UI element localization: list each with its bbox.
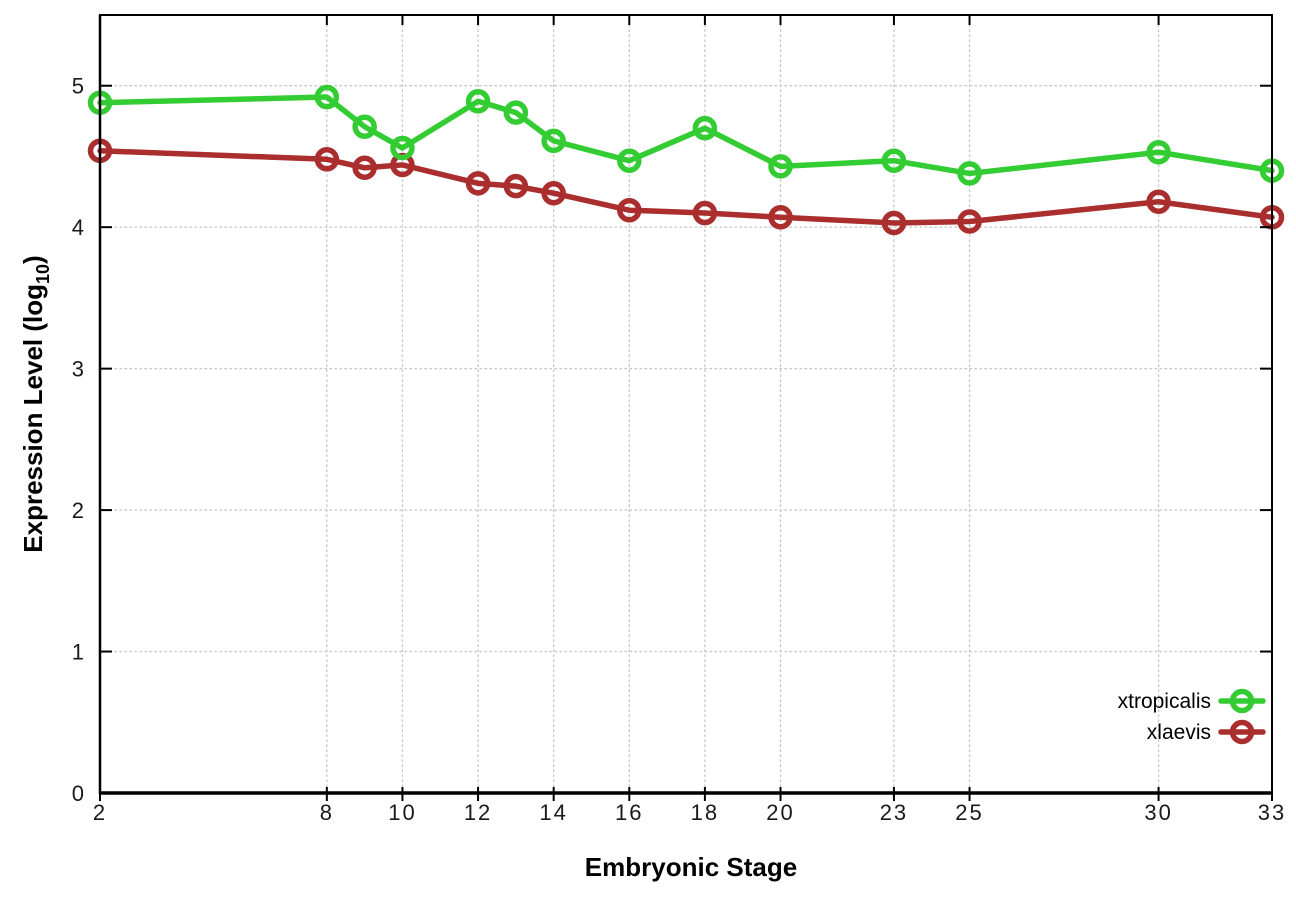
- data-point-xlaevis-13: [503, 173, 529, 199]
- legend: xtropicalis xlaevis: [1118, 688, 1266, 745]
- data-point-xlaevis-20: [768, 205, 793, 230]
- legend-marker-xtropicalis: [1229, 688, 1255, 714]
- y-tick-label: 4: [72, 215, 86, 240]
- x-tick-label: 14: [539, 800, 567, 825]
- x-tick-label: 25: [955, 800, 983, 825]
- y-axis-title: Expression Level (log10): [18, 255, 53, 552]
- data-point-xtropicalis-30: [1146, 139, 1171, 165]
- x-tick-label: 16: [615, 800, 643, 825]
- x-tick-label: 2: [93, 800, 107, 825]
- x-tick-label: 30: [1144, 800, 1172, 825]
- x-tick-label: 33: [1258, 800, 1286, 825]
- data-point-xtropicalis-14: [541, 128, 566, 154]
- series-line-xtropicalis: [97, 94, 1275, 177]
- legend-label-xtropicalis: xtropicalis: [1118, 690, 1211, 713]
- x-tick-label: 12: [464, 800, 492, 825]
- data-point-xtropicalis-16: [617, 148, 642, 173]
- grid-layer: [99, 14, 1273, 794]
- data-point-xlaevis-30: [1146, 189, 1171, 214]
- data-point-xtropicalis-9: [352, 114, 377, 139]
- y-tick-label: 5: [72, 74, 86, 99]
- axis-layer: [98, 14, 1273, 801]
- data-point-xlaevis-14: [541, 180, 566, 206]
- data-point-xlaevis-16: [617, 197, 642, 223]
- x-tick-label: 20: [766, 800, 794, 825]
- x-axis-title: Embryonic Stage: [585, 852, 797, 882]
- data-point-xtropicalis-12: [465, 89, 491, 114]
- series-line-xlaevis: [97, 148, 1275, 226]
- x-tick-label: 8: [320, 800, 334, 825]
- x-tick-label: 18: [691, 800, 719, 825]
- x-tick-label: 10: [388, 800, 416, 825]
- data-point-xtropicalis-18: [692, 115, 718, 141]
- y-tick-label: 2: [72, 498, 86, 523]
- y-tick-label: 3: [72, 357, 86, 382]
- data-point-xlaevis-12: [465, 171, 491, 196]
- data-point-xtropicalis-20: [768, 154, 793, 179]
- data-point-xtropicalis-10: [390, 135, 415, 161]
- data-point-xlaevis-9: [352, 155, 377, 181]
- x-tick-label: 23: [880, 800, 908, 825]
- data-point-xlaevis-23: [881, 210, 907, 236]
- legend-label-xlaevis: xlaevis: [1147, 721, 1211, 744]
- data-point-xtropicalis-8: [314, 84, 340, 110]
- data-point-xlaevis-25: [957, 209, 982, 234]
- series-layer: [87, 84, 1285, 236]
- plot-frame: [99, 14, 1273, 794]
- data-point-xlaevis-8: [314, 147, 340, 172]
- data-point-xlaevis-18: [692, 200, 718, 226]
- y-tick-label: 1: [72, 640, 86, 665]
- data-point-xtropicalis-23: [881, 148, 907, 173]
- legend-marker-xlaevis: [1229, 719, 1255, 745]
- data-point-xtropicalis-13: [503, 100, 529, 125]
- data-point-xtropicalis-25: [957, 161, 982, 186]
- y-tick-label: 0: [72, 781, 86, 806]
